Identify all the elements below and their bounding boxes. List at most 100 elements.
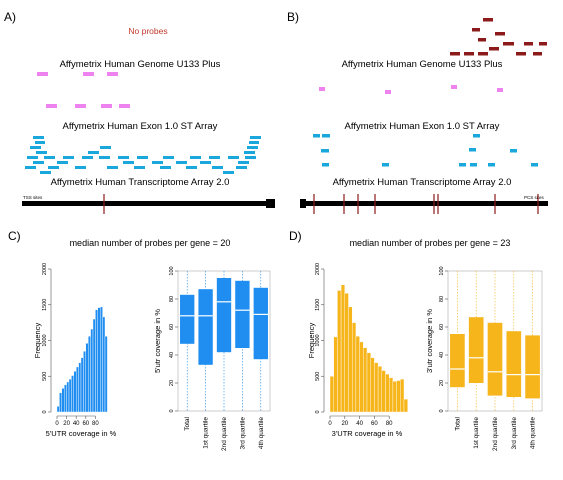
y-tick-label: 1000 [315,334,321,346]
y-tick-label: 0 [42,410,48,413]
panel-d: D) median number of probes per gene = 23… [289,229,543,451]
probe-segment [450,52,460,56]
histogram-bar [389,377,394,413]
histogram-bar [61,388,65,413]
histogram-bar [83,351,87,413]
probe-segment [30,146,41,149]
x-tick-label: 40 [356,421,363,427]
histogram-bar [95,309,99,413]
panel-b-gene-bar [304,201,548,206]
y-axis-label: Frequency [307,323,316,359]
probe-segment [236,166,247,169]
y-tick-label: 0 [439,409,445,412]
probe-segment [531,163,538,167]
probe-segment [322,163,329,167]
histogram-bar [392,381,397,413]
probe-segment [100,146,111,149]
y-tick-label: 80 [169,296,175,302]
probe-segment [489,47,499,51]
category-label: Total [184,416,191,430]
probe-segment [228,156,239,159]
probe-segment [488,163,495,167]
histogram-bar [329,376,334,413]
probe-segment [176,161,187,164]
probe-segment [25,166,36,169]
probe-segment [319,87,325,91]
panel-d-median-text: median number of probes per gene = 23 [350,238,511,248]
histogram-bar [66,381,70,413]
probe-segment [33,136,44,139]
box [487,322,503,396]
x-tick-label: 60 [371,421,378,427]
probe-segment [533,52,542,56]
box [450,334,465,388]
panel-c-median-text: median number of probes per gene = 20 [70,238,231,248]
y-axis-label: Frequency [33,323,42,359]
probe-segment [451,85,457,89]
histogram-bar [73,371,77,413]
probe-segment [464,52,474,56]
histogram-bar [99,306,103,413]
probe-segment [160,166,171,169]
histogram-bar [90,328,94,413]
probe-segment [313,134,320,138]
probe-segment [75,166,86,169]
pcs-site-markers [313,194,539,214]
x-tick-label: 20 [341,421,348,427]
probe-segment [478,52,488,56]
probe-segment [99,156,110,159]
probe-segment [107,72,118,76]
x-axis-label: 5'UTR coverage in % [46,429,117,438]
histogram-bar [370,357,375,413]
y-axis-label: 5'utr coverage in % [153,309,162,373]
probe-segment [83,72,94,76]
histogram-bar [102,316,106,413]
probe-segment [503,42,514,46]
probe-segment [37,72,48,76]
histogram-bar [366,352,371,413]
probe-segment [245,156,256,159]
panel-a-u133-title: Affymetrix Human Genome U133 Plus [60,59,221,70]
histogram-bar [85,343,89,413]
probe-segment [152,161,163,164]
probe-segment [134,166,145,169]
probe-segment [190,156,201,159]
panel-a-label: A) [4,10,16,24]
probe-segment [209,156,220,159]
histogram-bar [340,284,346,413]
panel-d-histogram: 0 500 1000 1500 2000 0 20 40 60 80 3'UTR coverage … [307,263,408,438]
y-axis-label: 3'utr coverage in % [425,309,434,373]
probe-segment [385,90,391,94]
histogram-bar [352,322,357,413]
histogram-bar [92,318,96,413]
histogram-bar [363,347,368,413]
probe-segment [46,104,57,108]
y-tick-label: 0 [315,410,321,413]
histogram-bar [377,366,383,413]
y-tick-label: 2000 [315,263,321,275]
probe-segment [250,136,261,139]
box [198,289,213,365]
x-tick-label: 80 [92,421,99,427]
probe-segment [88,151,99,154]
no-probes-label: No probes [128,26,167,36]
panel-d-boxplot: Total 1st quartile 2nd quartile 3rd quartil… [425,266,543,451]
histogram-bar [80,357,84,413]
x-tick-label: 20 [63,421,70,427]
probe-segment [75,104,86,108]
histogram-bar [56,406,60,413]
category-label: 3rd quartile [239,417,246,450]
probe-segment [244,151,255,154]
probe-segment [321,149,329,153]
category-label: 1st quartile [203,417,210,449]
panel-b-gene-start [300,199,306,208]
box [506,331,522,397]
histogram-bar [63,384,67,413]
x-tick-label: 40 [73,421,80,427]
panel-c-boxplot: Total 1st quartile 2nd quartile 3rd quartil… [153,266,271,451]
histogram-bar [344,293,349,413]
histogram-bar [400,378,405,413]
y-tick-label: 20 [439,380,445,386]
pcs-sites-label: PCS sites [524,195,545,200]
panel-a-exon-probes [25,136,261,174]
